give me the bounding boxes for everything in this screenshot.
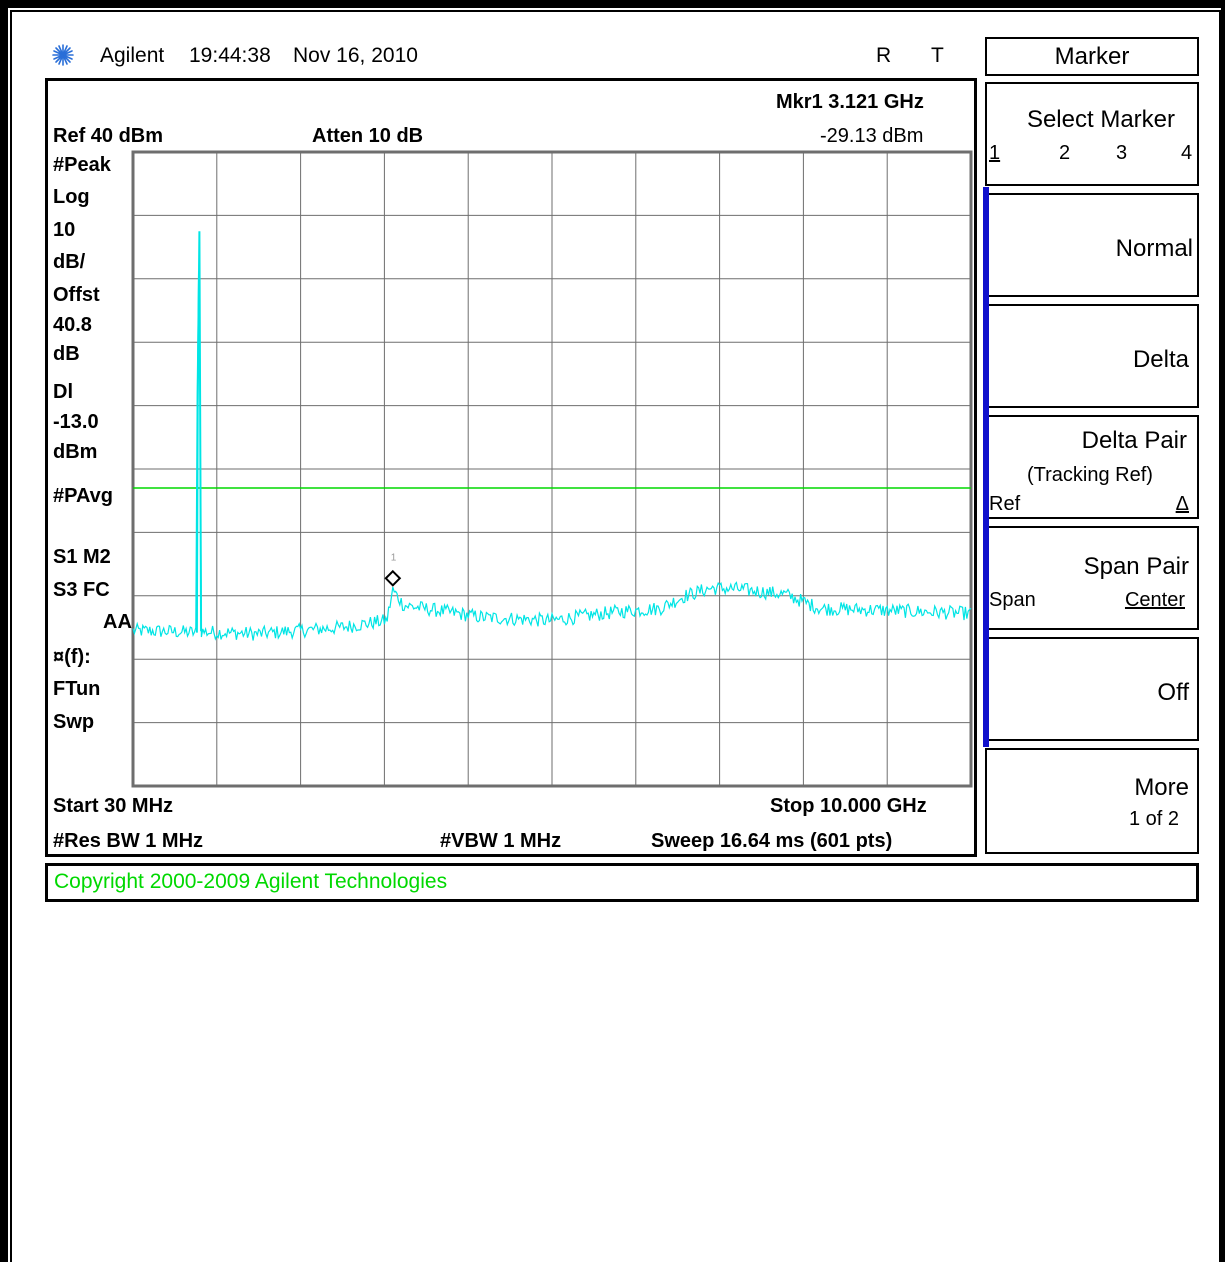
- select-marker-option-2[interactable]: 2: [1059, 142, 1071, 164]
- select-marker-button[interactable]: Select Marker 1 2 3 4: [985, 82, 1199, 186]
- delta-pair-sublabel: (Tracking Ref): [1027, 464, 1153, 486]
- start-frequency-label: Start 30 MHz: [53, 795, 174, 817]
- span-pair-button[interactable]: Span Pair Span Center: [985, 526, 1199, 630]
- attenuation-label: Atten 10 dB: [312, 125, 424, 147]
- marker-amplitude-readout: -29.13 dBm: [820, 124, 923, 148]
- agilent-spark-logo-icon: [52, 44, 74, 66]
- inner-frame: [10, 10, 1221, 1262]
- side-label: dB: [53, 343, 80, 365]
- menu-title-text: Marker: [1054, 43, 1130, 70]
- normal-label: Normal: [1115, 235, 1193, 262]
- more-label: More: [1134, 774, 1189, 801]
- more-page-indicator: 1 of 2: [1128, 808, 1179, 830]
- side-label: #Peak: [53, 154, 111, 176]
- side-label: Log: [53, 186, 90, 208]
- vbw-label: #VBW 1 MHz: [440, 830, 562, 852]
- spectrum-trace: [132, 270, 972, 641]
- sweep-label: Sweep 16.64 ms (601 pts): [651, 830, 893, 852]
- menu-title-marker: Marker: [985, 37, 1199, 76]
- off-label: Off: [1157, 679, 1189, 706]
- brand-label: Agilent: [100, 44, 165, 67]
- select-marker-option-4[interactable]: 4: [1181, 142, 1193, 164]
- copyright-text: Copyright 2000-2009 Agilent Technologies: [54, 870, 448, 893]
- select-marker-option-3[interactable]: 3: [1116, 142, 1128, 164]
- delta-pair-delta-option[interactable]: Δ: [1175, 493, 1189, 515]
- softkey-active-bar: [983, 187, 989, 747]
- stop-frequency-label: Stop 10.000 GHz: [770, 795, 927, 817]
- side-label: S3 FC: [53, 579, 110, 601]
- marker-1-diamond: [384, 569, 402, 587]
- span-pair-label: Span Pair: [1083, 553, 1189, 580]
- side-label: Dl: [53, 381, 73, 403]
- carrier-spike: [195, 231, 203, 633]
- copyright-bar: Copyright 2000-2009 Agilent Technologies: [45, 863, 1199, 902]
- side-label: dBm: [53, 441, 98, 463]
- side-label: AA: [103, 611, 132, 633]
- span-pair-center-option[interactable]: Center: [1124, 589, 1185, 611]
- more-button[interactable]: More 1 of 2: [985, 748, 1199, 854]
- side-label: S1 M2: [53, 546, 111, 568]
- off-button[interactable]: Off: [985, 637, 1199, 741]
- ref-level-label: Ref 40 dBm: [53, 125, 164, 147]
- marker-1-label: 1: [391, 552, 397, 563]
- select-marker-option-1[interactable]: 1: [989, 142, 1001, 164]
- marker-amplitude-value: -29.13 dBm: [820, 125, 924, 147]
- side-label: #PAvg: [53, 485, 114, 507]
- marker-frequency-readout: Mkr1 3.121 GHz: [776, 91, 924, 113]
- delta-pair-label: Delta Pair: [1081, 427, 1187, 454]
- side-label: 40.8: [53, 314, 92, 336]
- span-pair-span-option[interactable]: Span: [989, 589, 1036, 611]
- delta-button[interactable]: Delta: [985, 304, 1199, 408]
- side-label: FTun: [53, 678, 101, 700]
- delta-pair-button[interactable]: Delta Pair (Tracking Ref) Ref Δ: [985, 415, 1199, 519]
- side-label: -13.0: [53, 411, 99, 433]
- side-label: ¤(f):: [53, 646, 91, 668]
- side-label: dB/: [53, 251, 86, 273]
- indicator-t: T: [931, 44, 944, 67]
- select-marker-label: Select Marker: [1026, 106, 1175, 133]
- date-label: Nov 16, 2010: [293, 44, 418, 67]
- indicator-r: R: [876, 44, 892, 67]
- delta-pair-ref-option[interactable]: Ref: [989, 493, 1021, 515]
- res-bw-label: #Res BW 1 MHz: [53, 830, 204, 852]
- time-label: 19:44:38: [189, 44, 271, 67]
- normal-button[interactable]: Normal: [985, 193, 1199, 297]
- side-label: 10: [53, 219, 76, 241]
- side-label: Swp: [53, 711, 95, 733]
- side-label: Offst: [53, 284, 100, 306]
- graticule-border: [131, 150, 973, 788]
- delta-label: Delta: [1132, 346, 1189, 373]
